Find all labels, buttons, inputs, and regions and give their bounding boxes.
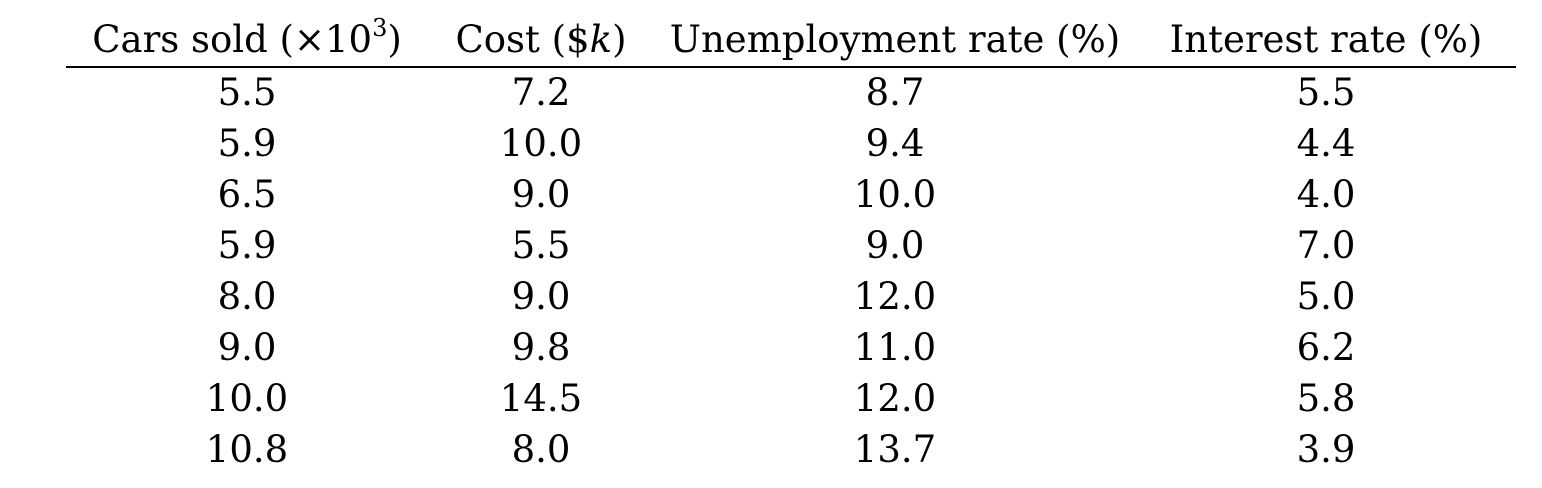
data-table: Cars sold (×103) Cost ($k) Unemployment … [66,14,1516,475]
cell-interest-rate: 3.9 [1296,427,1356,471]
table-row: 5.5 7.2 8.7 5.5 [66,67,1516,118]
cell-interest-rate: 4.4 [1296,121,1356,165]
cell-unemployment-rate: 11.0 [853,325,937,369]
table-row: 5.9 5.5 9.0 7.0 [66,220,1516,271]
table-body: 5.5 7.2 8.7 5.5 5.9 10.0 9.4 4.4 6.5 9.0… [66,67,1516,475]
header-cars-sold-exponent: 3 [372,14,388,42]
cell-cars-sold: 5.9 [217,121,277,165]
cell-unemployment-rate: 13.7 [853,427,937,471]
cell-cars-sold: 5.5 [217,71,277,114]
header-cost-tail: ) [612,18,627,61]
cell-interest-rate: 5.8 [1296,376,1356,420]
cell-cost: 7.2 [511,71,571,114]
data-table-container: Cars sold (×103) Cost ($k) Unemployment … [66,14,1516,475]
cell-interest-rate: 5.5 [1296,71,1356,114]
cell-unemployment-rate: 8.7 [865,71,925,114]
cell-unemployment-rate: 9.4 [865,121,925,165]
cell-cars-sold: 10.8 [205,427,289,471]
cell-cost: 9.8 [511,325,571,369]
cell-unemployment-rate: 10.0 [853,172,937,216]
cell-unemployment-rate: 12.0 [853,376,937,420]
cell-cars-sold: 8.0 [217,274,277,318]
header-cost-unit: k [589,18,613,61]
cell-unemployment-rate: 12.0 [853,274,937,318]
cell-cost: 14.5 [499,376,583,420]
cell-unemployment-rate: 9.0 [865,223,925,267]
header-interest-rate: Interest rate (%) [1136,14,1516,68]
cell-cost: 9.0 [511,172,571,216]
table-row: 10.0 14.5 12.0 5.8 [66,373,1516,424]
cell-cost: 10.0 [499,121,583,165]
header-cars-sold-tail: ) [387,18,402,61]
header-row: Cars sold (×103) Cost ($k) Unemployment … [66,14,1516,68]
table-header: Cars sold (×103) Cost ($k) Unemployment … [66,14,1516,68]
cell-interest-rate: 7.0 [1296,223,1356,267]
header-unemployment-rate: Unemployment rate (%) [654,14,1136,68]
cell-interest-rate: 6.2 [1296,325,1356,369]
cell-cars-sold: 6.5 [217,172,277,216]
header-cost: Cost ($k) [428,14,654,68]
table-row: 6.5 9.0 10.0 4.0 [66,169,1516,220]
cell-cost: 9.0 [511,274,571,318]
cell-interest-rate: 4.0 [1296,172,1356,216]
table-row: 10.8 8.0 13.7 3.9 [66,424,1516,475]
cell-cars-sold: 10.0 [205,376,289,420]
header-cost-text: Cost ($ [455,18,590,61]
table-row: 9.0 9.8 11.0 6.2 [66,322,1516,373]
cell-cars-sold: 9.0 [217,325,277,369]
cell-cost: 8.0 [511,427,571,471]
cell-cost: 5.5 [511,223,571,267]
table-row: 8.0 9.0 12.0 5.0 [66,271,1516,322]
header-cars-sold: Cars sold (×103) [66,14,428,68]
header-cars-sold-text: Cars sold (×10 [92,18,373,61]
cell-interest-rate: 5.0 [1296,274,1356,318]
cell-cars-sold: 5.9 [217,223,277,267]
table-row: 5.9 10.0 9.4 4.4 [66,118,1516,169]
